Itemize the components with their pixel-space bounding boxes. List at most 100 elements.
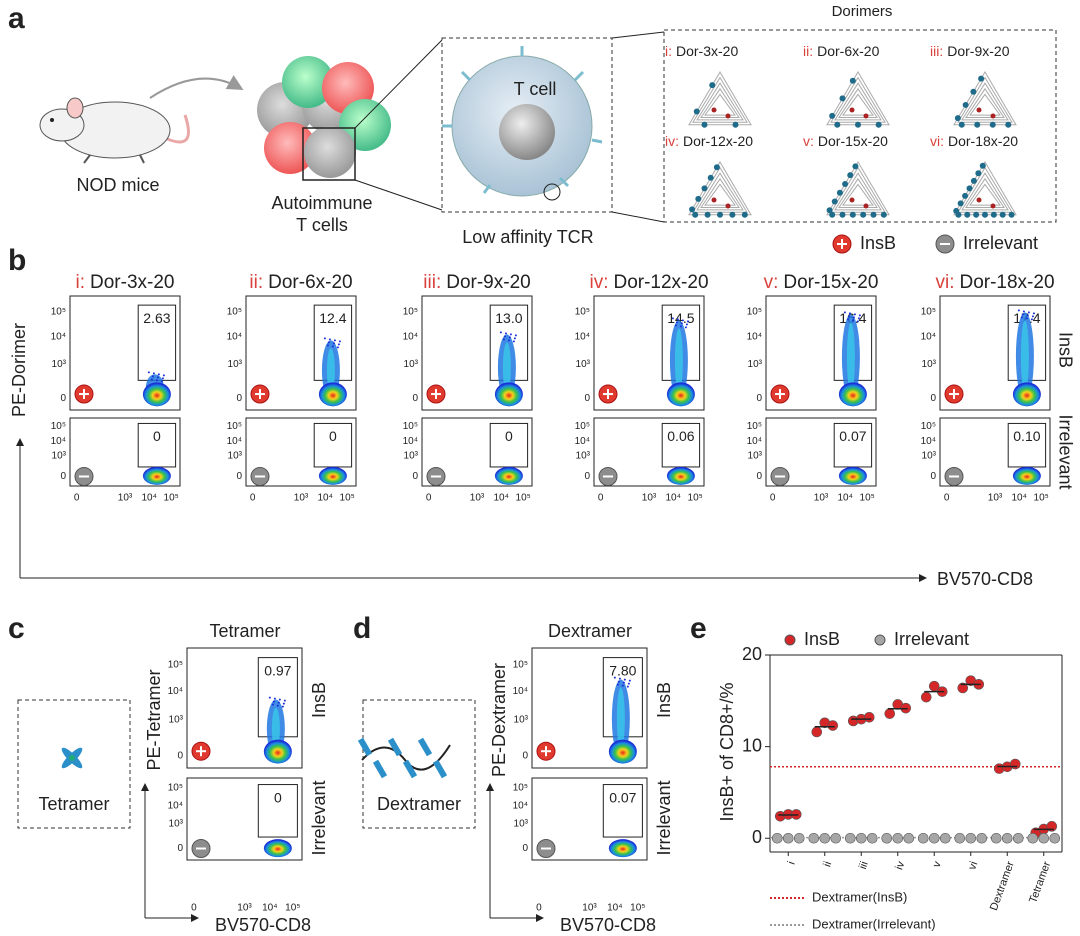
density: [142, 466, 171, 485]
density: [626, 685, 629, 688]
dot: [966, 185, 973, 192]
density: [666, 466, 695, 485]
y-tick-label: 10³: [228, 359, 243, 370]
density: [509, 333, 512, 336]
triangle: [838, 87, 878, 118]
triangle: [826, 161, 890, 216]
triangle: [961, 172, 1009, 211]
x-tick-label: 0: [250, 493, 256, 504]
triangle: [842, 183, 874, 206]
x-tick-label: 10³: [294, 493, 309, 504]
point: [771, 832, 783, 844]
point: [863, 712, 875, 723]
x-tick-label: 10⁵: [688, 493, 703, 504]
dorimer-icons: [688, 71, 1017, 218]
y-tick-label: 0: [584, 393, 590, 404]
legend-label: Irrelevant: [963, 233, 1038, 253]
y-tick-label: 0: [177, 751, 183, 762]
plot-frame: [186, 777, 303, 861]
density: [318, 466, 347, 485]
arrow: [149, 75, 244, 99]
x-tick-label: 0: [74, 493, 80, 504]
y-tick-label: 0: [60, 471, 66, 482]
y-tick-label: 10⁴: [513, 801, 528, 812]
density: [616, 683, 619, 686]
dot: [713, 164, 720, 171]
density: [851, 319, 854, 322]
dot: [964, 211, 971, 218]
point: [811, 726, 823, 738]
density: [676, 318, 679, 321]
density: [155, 379, 158, 382]
dot: [725, 203, 731, 209]
y-tick-label: 10: [742, 735, 762, 755]
dot: [849, 211, 856, 218]
density: [326, 348, 335, 393]
density: [147, 371, 150, 374]
panel-label: c: [8, 612, 25, 645]
dot: [711, 107, 717, 113]
axis-label: PE-Dorimer: [9, 323, 29, 417]
triangle: [953, 71, 1017, 126]
point: [1027, 832, 1039, 844]
y-tick-label: 10⁵: [747, 421, 762, 432]
dot: [990, 203, 996, 209]
y-tick-label: 10³: [748, 359, 763, 370]
legend-label: Dextramer(Irrelevant): [812, 916, 936, 931]
icon-label: Tetramer: [38, 794, 109, 814]
density: [151, 375, 154, 378]
y-tick-label: 0: [177, 843, 183, 854]
dot: [707, 174, 714, 181]
density: [618, 677, 621, 680]
density: [503, 335, 506, 338]
dot: [834, 121, 841, 128]
x-tick-label: 10⁵: [516, 493, 531, 504]
dextramer-icon: [372, 759, 388, 779]
point: [1009, 758, 1021, 770]
triangle: [692, 76, 748, 123]
dot: [852, 163, 859, 170]
triangle: [700, 177, 740, 208]
density: [843, 311, 846, 314]
dorimer-label: v: Dor-15x-20: [803, 133, 888, 149]
dot: [970, 88, 977, 95]
gate-value: 13.0: [495, 310, 522, 326]
x-tick-label: 10⁴: [317, 493, 332, 504]
point: [903, 832, 915, 844]
x-tick-label: iv: [893, 859, 907, 871]
x-tick-label: 10³: [642, 493, 657, 504]
density: [278, 698, 281, 701]
y-tick-label: 10⁵: [168, 782, 183, 793]
dot: [711, 197, 717, 203]
density: [1017, 309, 1020, 312]
dot: [849, 107, 855, 113]
density: [846, 322, 855, 393]
density: [628, 679, 631, 682]
plot-frame: [531, 777, 648, 861]
density: [328, 338, 331, 341]
x-tick-label: iii: [857, 860, 871, 871]
label: Autoimmune: [271, 193, 372, 213]
plot-frame: [939, 295, 1051, 411]
y-tick-label: 10⁴: [51, 332, 66, 343]
plot-frame: [531, 647, 648, 769]
y-tick-label: 0: [752, 827, 762, 847]
density: [848, 312, 851, 315]
density: [681, 319, 684, 322]
density: [502, 342, 511, 393]
density: [1022, 310, 1025, 313]
density: [331, 345, 334, 348]
point: [808, 832, 820, 844]
dorimer-box: [663, 29, 1057, 223]
x-tick-label: 0: [770, 493, 776, 504]
dot: [870, 211, 877, 218]
y-tick-label: 10³: [514, 715, 529, 726]
gate: [257, 784, 298, 838]
triangle: [961, 82, 1009, 121]
label: NOD mice: [76, 175, 159, 195]
gate-value: 0.07: [839, 428, 866, 444]
gate-value: 0.06: [667, 428, 694, 444]
plot-title: iii: Dor-9x-20: [423, 272, 530, 293]
density: [271, 707, 280, 750]
dot: [704, 211, 711, 218]
